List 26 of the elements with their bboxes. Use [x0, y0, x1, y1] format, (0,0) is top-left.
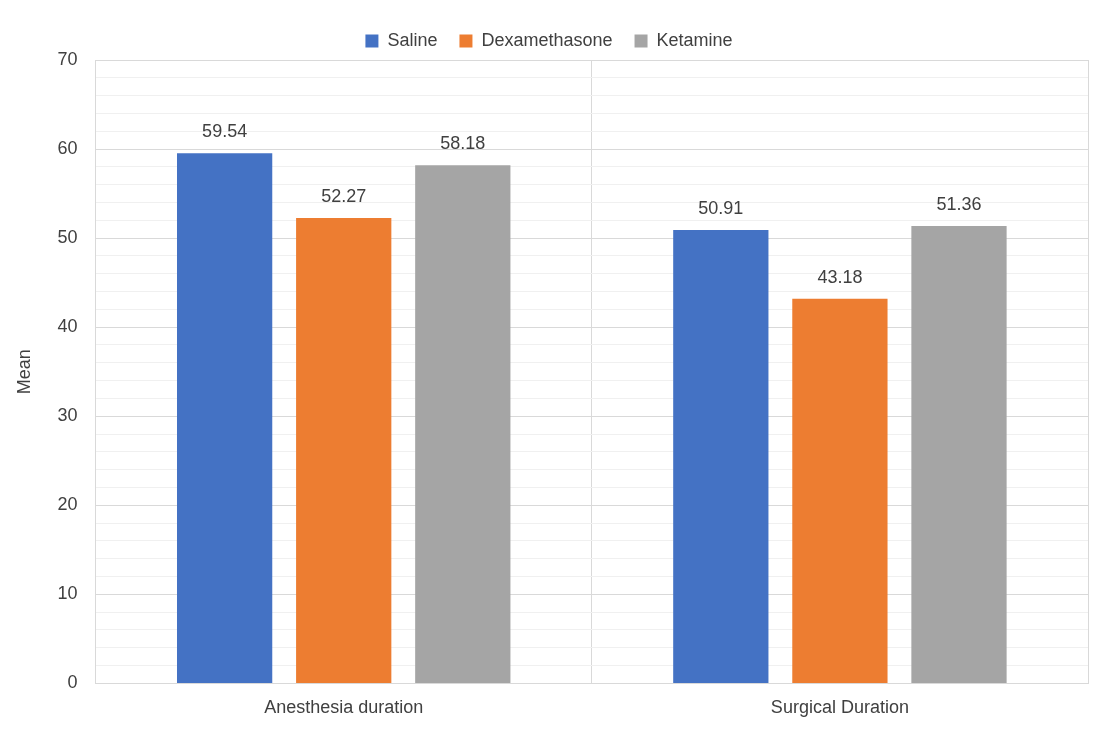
bar: [177, 153, 273, 683]
bar: [673, 230, 769, 683]
y-tick-label: 0: [67, 672, 78, 693]
y-tick-label: 40: [57, 316, 78, 337]
data-label: 58.18: [440, 133, 486, 154]
data-label: 59.54: [202, 121, 248, 142]
data-label: 51.36: [936, 193, 982, 214]
bar: [792, 298, 888, 683]
x-tick-label: Surgical Duration: [770, 697, 909, 718]
y-tick-label: 20: [57, 494, 78, 515]
bar: [296, 217, 392, 683]
bar: [415, 165, 511, 683]
data-label: 43.18: [817, 266, 863, 287]
x-tick-label: Anesthesia duration: [264, 697, 424, 718]
y-tick-label: 60: [57, 138, 78, 159]
data-label: 52.27: [321, 185, 367, 206]
data-label: 50.91: [698, 197, 744, 218]
bar: [911, 226, 1007, 683]
y-tick-label: 30: [57, 405, 78, 426]
y-tick-label: 70: [57, 48, 78, 69]
legend-label: Saline: [387, 29, 438, 50]
y-tick-label: 50: [57, 227, 78, 248]
y-tick-label: 10: [57, 583, 78, 604]
legend-label: Dexamethasone: [481, 29, 613, 50]
y-axis-title: Mean: [13, 349, 34, 395]
legend-label: Ketamine: [656, 29, 733, 50]
